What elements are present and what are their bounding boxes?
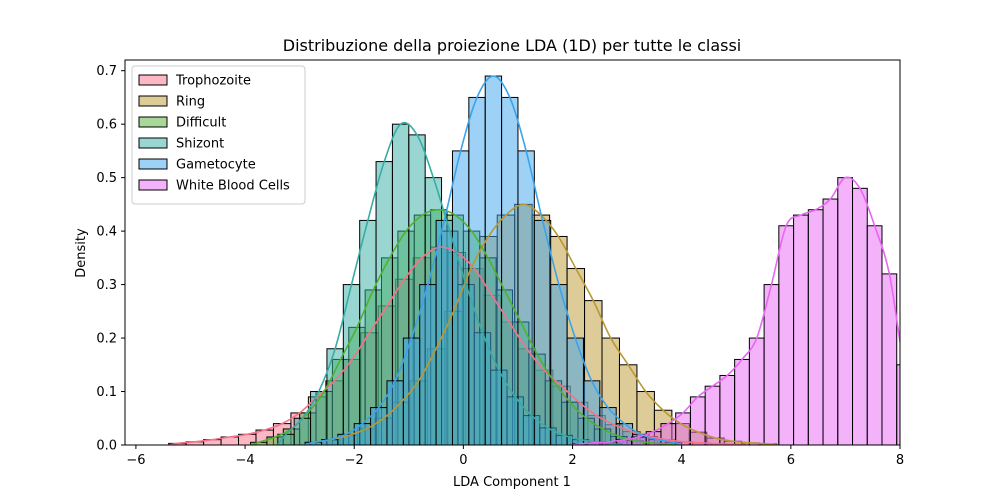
plot-area (168, 75, 985, 445)
kde-curve (250, 208, 677, 445)
y-tick-label: 0.5 (96, 171, 117, 186)
histogram-bar (719, 374, 736, 445)
kde-curve (277, 121, 622, 445)
x-tick-label: 4 (678, 453, 686, 468)
histogram-bar (451, 150, 470, 445)
x-axis-label: LDA Component 1 (453, 475, 571, 490)
histogram-bar (778, 225, 795, 445)
y-axis-label: Density (74, 228, 89, 278)
histogram-bar (807, 209, 824, 445)
histogram-bar (748, 337, 765, 445)
y-tick-label: 0.1 (96, 385, 117, 400)
y-tick-label: 0.3 (96, 278, 117, 293)
y-tick-label: 0.7 (96, 64, 117, 79)
histogram-bar (956, 443, 971, 445)
plot-frame (124, 59, 901, 446)
x-tick-label: 2 (568, 453, 576, 468)
histogram-bar (484, 75, 503, 445)
histogram-bar (734, 358, 750, 445)
legend-swatch (138, 158, 168, 170)
chart-title: Distribuzione della proiezione LDA (1D) … (283, 36, 742, 55)
y-tick-label: 0.6 (96, 118, 117, 133)
histogram-bar (501, 96, 519, 445)
histogram-bar (822, 198, 839, 445)
histogram-bar (793, 214, 809, 445)
histogram-bar (837, 177, 854, 445)
legend-label: Difficult (176, 116, 226, 131)
legend: Trophozoite Ring Difficult Shizont Gametocyt… (131, 65, 306, 205)
histogram-bar (896, 364, 900, 445)
legend-swatch (138, 137, 168, 149)
legend-label: Shizont (176, 137, 224, 152)
legend-swatch (138, 74, 168, 86)
legend-box (131, 65, 306, 205)
histogram-bar (911, 413, 926, 445)
histogram-bar (517, 150, 535, 445)
axes: −6 −4 −2 0 2 4 6 8 0.0 0.1 0.2 0.3 0.4 0.5 0.6 0.7 (96, 59, 904, 468)
histogram-bar (326, 348, 344, 445)
legend-label: Gametocyte (176, 158, 256, 173)
x-tick-label: 0 (459, 453, 467, 468)
x-tick-label: 6 (787, 453, 795, 468)
legend-swatch (138, 95, 168, 107)
histogram-bar (689, 396, 706, 445)
legend-label: Trophozoite (175, 74, 251, 89)
legend-label: White Blood Cells (176, 179, 290, 194)
x-tick-label: 8 (896, 453, 904, 468)
legend-swatch (138, 179, 168, 191)
histogram-bar (941, 440, 956, 445)
legend-swatch (138, 116, 168, 128)
histogram-bar (926, 432, 941, 445)
histogram-bar (277, 433, 295, 445)
legend-label: Ring (176, 95, 205, 110)
x-tick-label: −4 (235, 453, 254, 468)
histogram-bar (293, 417, 312, 445)
histogram-bar (353, 423, 372, 445)
kde-curve (304, 75, 682, 445)
y-tick-label: 0.2 (96, 332, 117, 347)
y-tick-label: 0.0 (96, 439, 117, 454)
y-tick-label: 0.4 (96, 225, 117, 240)
histogram-bar (550, 284, 568, 445)
histogram-bar (970, 444, 985, 445)
kde-curve (572, 176, 900, 445)
histogram-bar (763, 284, 780, 445)
x-tick-label: −2 (345, 453, 364, 468)
histogram-bar (866, 225, 883, 445)
x-tick-label: −6 (126, 453, 145, 468)
histogram-bar (852, 187, 868, 445)
histogram-bar (533, 219, 552, 445)
